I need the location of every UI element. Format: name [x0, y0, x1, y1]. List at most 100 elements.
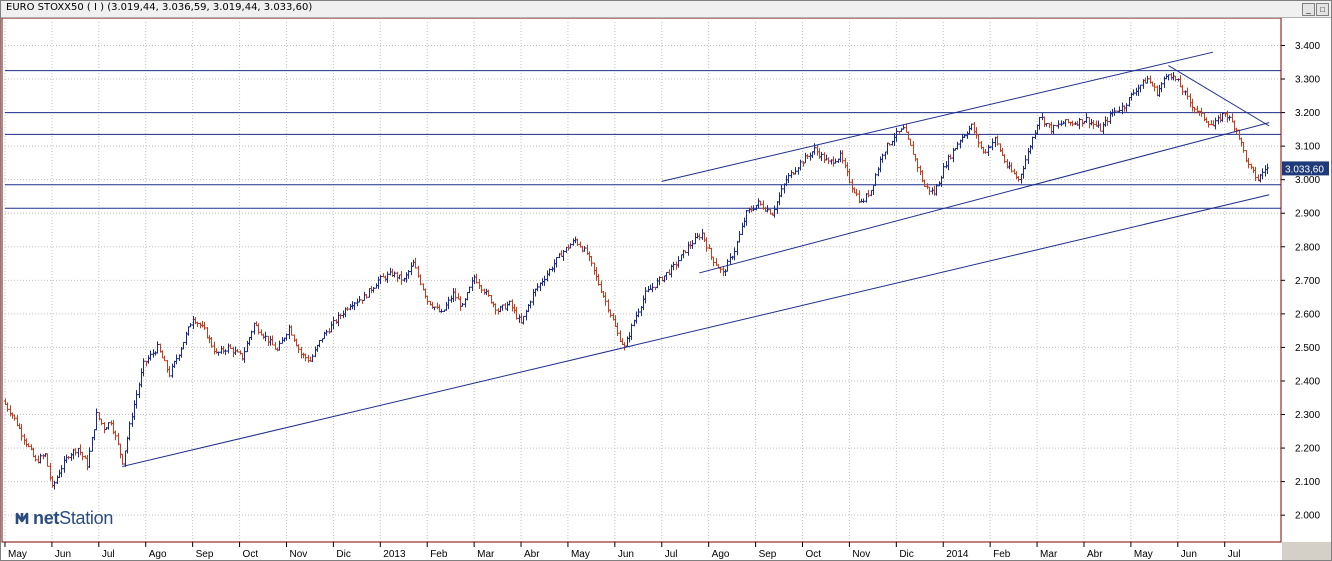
- x-tick-label: Jun: [55, 549, 71, 560]
- x-tick-label: May: [1134, 549, 1153, 560]
- netstation-logo: netStation: [15, 507, 113, 529]
- price-bar: [949, 154, 952, 160]
- price-bar: [1261, 168, 1264, 180]
- price-bar: [250, 330, 253, 341]
- y-tick-label: 2.400: [1295, 376, 1320, 387]
- price-bar: [440, 308, 443, 313]
- x-tick-label: 2014: [946, 549, 969, 560]
- price-bar: [74, 448, 77, 456]
- price-bar: [1092, 120, 1095, 129]
- price-bar: [1153, 83, 1156, 92]
- price-bar: [583, 245, 586, 252]
- price-bar: [548, 268, 551, 277]
- price-bar: [468, 286, 471, 294]
- price-bar: [1160, 82, 1163, 93]
- trendline: [699, 122, 1270, 274]
- chart-title: EURO STOXX50 ( I ) (3.019,44, 3.036,59, …: [6, 2, 313, 13]
- minimize-button[interactable]: _: [1302, 3, 1315, 16]
- price-bar: [203, 321, 206, 330]
- price-bar: [81, 451, 84, 461]
- y-tick-label: 2.700: [1295, 276, 1320, 287]
- x-axis: May Jun Jul Ago Sep Oct Nov Dic 2013 Feb Mar Abr May…: [4, 541, 1281, 560]
- price-bar: [970, 123, 973, 131]
- price-bar: [616, 322, 619, 337]
- price-bar: [1242, 141, 1245, 153]
- price-bar: [705, 237, 708, 252]
- x-tick-label: Jun: [1181, 549, 1197, 560]
- price-bar: [149, 350, 152, 361]
- x-tick-label: Mar: [1040, 549, 1058, 560]
- price-bar: [691, 239, 694, 249]
- logo-text-regular: Station: [59, 507, 114, 528]
- y-tick-label: 3.200: [1295, 108, 1320, 119]
- price-bar: [1052, 124, 1055, 135]
- y-tick-label: 2.600: [1295, 309, 1320, 320]
- price-bar: [848, 168, 851, 184]
- price-bar: [684, 250, 687, 254]
- price-bar: [916, 158, 919, 173]
- price-bar: [189, 323, 192, 328]
- price-bar: [365, 294, 368, 299]
- price-bar: [597, 274, 600, 286]
- price-bar: [121, 453, 124, 465]
- x-tick-label: Abr: [1087, 549, 1103, 560]
- price-bar: [637, 308, 640, 318]
- price-bar: [1010, 162, 1013, 173]
- price-bar: [738, 230, 741, 243]
- price-bar: [135, 390, 138, 409]
- price-bars: [4, 71, 1269, 490]
- y-tick-label: 2.000: [1295, 511, 1320, 522]
- price-bar: [34, 454, 37, 462]
- price-bar: [332, 316, 335, 330]
- price-bar: [569, 243, 572, 249]
- price-bar: [1214, 117, 1217, 130]
- price-bar: [630, 323, 633, 341]
- price-bar: [536, 283, 539, 292]
- price-bar: [475, 273, 478, 284]
- x-tick-label: Jul: [1228, 549, 1241, 560]
- price-bar: [862, 198, 865, 204]
- price-bar: [1106, 117, 1109, 126]
- y-tick-label: 2.500: [1295, 343, 1320, 354]
- trendline: [1168, 65, 1270, 127]
- price-bar: [1132, 89, 1135, 96]
- price-bar: [67, 455, 70, 460]
- x-tick-label: Jun: [618, 549, 634, 560]
- x-tick-label: May: [8, 549, 27, 560]
- price-bar: [311, 354, 314, 363]
- price-bar: [895, 127, 898, 142]
- price-bar: [1071, 120, 1074, 127]
- price-bar: [759, 200, 762, 206]
- price-bar: [107, 422, 110, 430]
- price-bar: [325, 329, 328, 336]
- price-bar: [766, 205, 769, 213]
- price-bar: [400, 271, 403, 285]
- netstation-logo-icon: [15, 510, 30, 526]
- x-tick-label: Jul: [102, 549, 115, 560]
- price-bar: [745, 209, 748, 226]
- price-bar: [1146, 75, 1149, 84]
- price-bar: [665, 271, 668, 280]
- price-bar: [290, 325, 293, 336]
- price-bar: [480, 284, 483, 293]
- x-tick-label: Sep: [196, 549, 214, 560]
- price-bar: [1113, 107, 1116, 116]
- trendline: [122, 194, 1270, 468]
- price-bar: [229, 344, 232, 349]
- maximize-button[interactable]: □: [1316, 3, 1329, 16]
- price-bar: [1024, 155, 1027, 170]
- price-bar: [297, 344, 300, 354]
- price-bar: [963, 134, 966, 139]
- price-bar: [346, 306, 349, 311]
- x-tick-label: Mar: [477, 549, 495, 560]
- price-bar: [1228, 115, 1231, 121]
- price-bar: [604, 292, 607, 306]
- price-bar: [827, 157, 830, 165]
- price-bar: [353, 301, 356, 311]
- price-bar: [820, 151, 823, 162]
- price-bar: [529, 300, 532, 309]
- price-bar: [419, 274, 422, 286]
- price-bar: [1085, 113, 1088, 123]
- price-bar: [386, 271, 389, 283]
- price-bar: [318, 339, 321, 348]
